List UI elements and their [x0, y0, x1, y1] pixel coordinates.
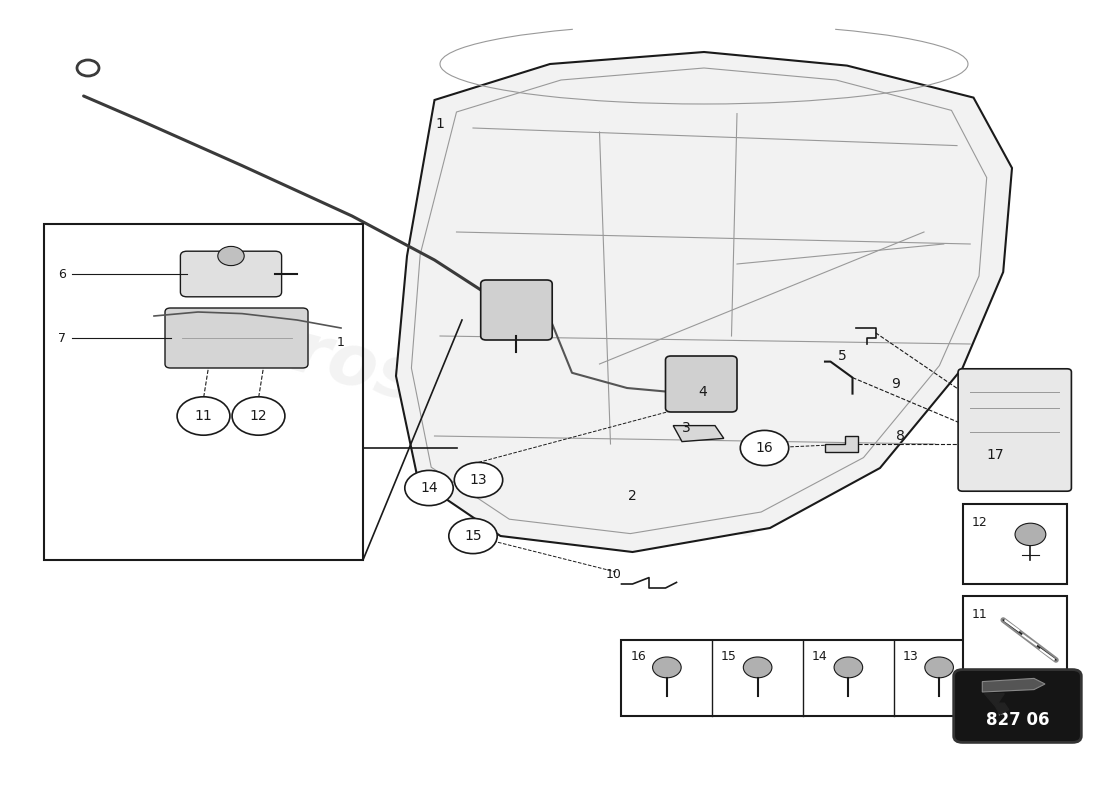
Text: eurospares: eurospares: [188, 291, 648, 477]
Circle shape: [834, 657, 862, 678]
Text: 6: 6: [58, 268, 66, 281]
Text: 14: 14: [420, 481, 438, 495]
FancyBboxPatch shape: [165, 308, 308, 368]
Polygon shape: [673, 426, 724, 442]
FancyBboxPatch shape: [481, 280, 552, 340]
Text: 3: 3: [682, 421, 691, 435]
FancyBboxPatch shape: [180, 251, 282, 297]
Text: 11: 11: [971, 608, 987, 621]
Polygon shape: [396, 52, 1012, 552]
FancyBboxPatch shape: [954, 670, 1081, 742]
Text: 1: 1: [337, 336, 345, 349]
Bar: [44, 224, 363, 560]
Bar: [962, 504, 1067, 584]
Text: 14: 14: [812, 650, 827, 662]
Text: 2: 2: [628, 489, 637, 503]
Text: 13: 13: [470, 473, 487, 487]
FancyBboxPatch shape: [958, 369, 1071, 491]
Polygon shape: [982, 678, 1045, 692]
Text: 827 06: 827 06: [986, 711, 1049, 729]
Text: 5: 5: [838, 349, 847, 363]
Text: 17: 17: [987, 448, 1004, 462]
Circle shape: [925, 657, 954, 678]
Circle shape: [218, 246, 244, 266]
Text: 10: 10: [606, 568, 621, 581]
Circle shape: [405, 470, 453, 506]
Text: 1: 1: [436, 117, 444, 131]
Text: 16: 16: [756, 441, 773, 455]
Polygon shape: [825, 436, 858, 452]
Text: 12: 12: [250, 409, 267, 423]
Bar: [621, 640, 984, 716]
Circle shape: [1015, 523, 1046, 546]
Circle shape: [454, 462, 503, 498]
Text: 13: 13: [902, 650, 918, 662]
Text: a passion for parts: a passion for parts: [414, 395, 620, 469]
Circle shape: [449, 518, 497, 554]
Circle shape: [652, 657, 681, 678]
Text: 11: 11: [195, 409, 212, 423]
Circle shape: [740, 430, 789, 466]
Text: 16: 16: [630, 650, 646, 662]
Circle shape: [177, 397, 230, 435]
Polygon shape: [984, 694, 1009, 714]
Text: 4: 4: [698, 385, 707, 399]
Text: 9: 9: [891, 377, 900, 391]
Circle shape: [744, 657, 772, 678]
Text: 8: 8: [896, 429, 905, 443]
FancyBboxPatch shape: [666, 356, 737, 412]
Text: 7: 7: [58, 332, 66, 345]
Text: 15: 15: [722, 650, 737, 662]
Text: 15: 15: [464, 529, 482, 543]
Text: Since 1985: Since 1985: [557, 462, 763, 546]
Bar: [962, 596, 1067, 684]
Text: 12: 12: [971, 516, 987, 529]
Circle shape: [232, 397, 285, 435]
